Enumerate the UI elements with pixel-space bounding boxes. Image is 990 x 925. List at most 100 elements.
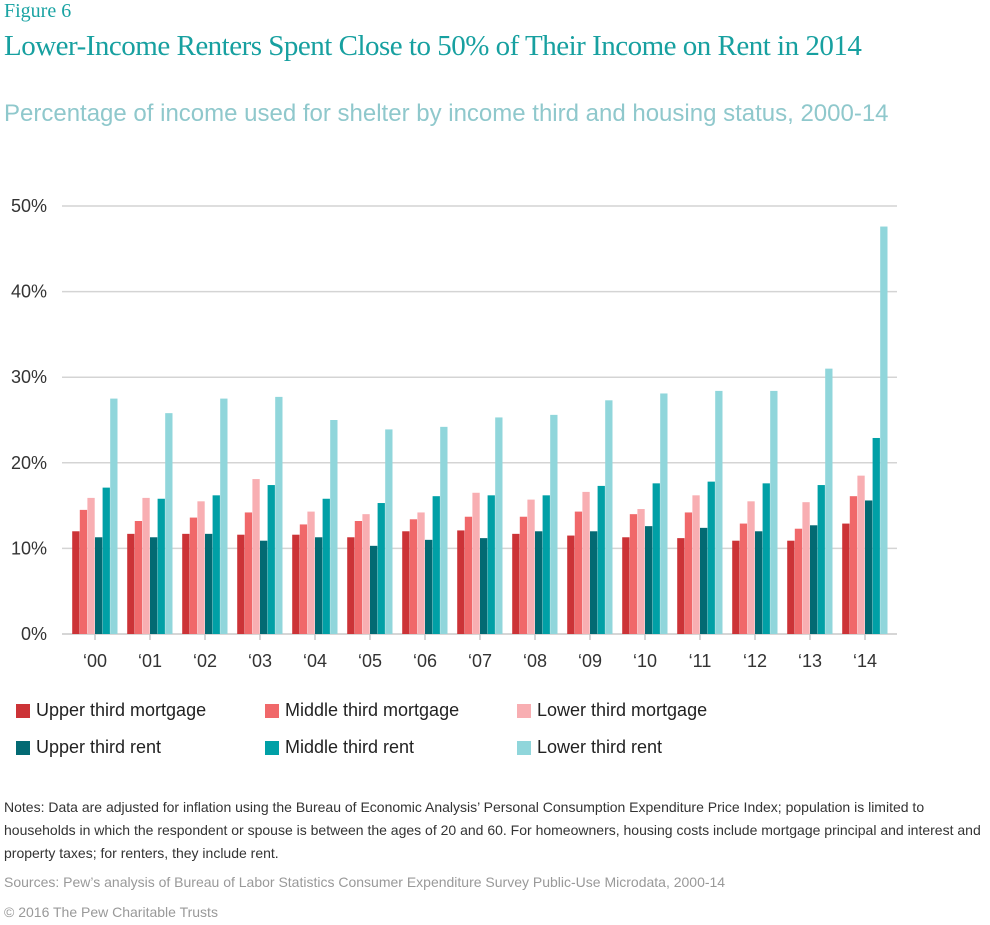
bar [692,495,700,634]
bar [95,537,103,634]
bar [825,368,833,634]
bar [417,512,425,634]
legend-item: Upper third mortgage [16,700,206,721]
bar [597,485,605,634]
x-tick-label: ‘11 [689,651,712,671]
bar [425,539,433,634]
bar [770,390,778,634]
x-tick-label: ‘01 [138,651,162,671]
y-tick-label: 0% [21,624,47,644]
legend-label: Middle third rent [285,737,415,757]
y-tick-label: 10% [11,538,47,558]
bar [354,521,363,634]
bar [550,414,558,634]
x-tick-label: ‘12 [743,651,767,671]
bar [519,516,528,634]
x-tick-label: ‘02 [193,651,217,671]
legend-item: Middle third rent [265,737,414,758]
y-tick-label: 30% [11,367,47,387]
bar [182,533,190,634]
bar [652,483,660,634]
bar [110,398,118,634]
bar [87,497,95,634]
bar [535,531,543,634]
bar [370,545,378,634]
bar [299,524,308,634]
bar [787,540,795,634]
x-tick-label: ‘09 [578,651,602,671]
copyright: © 2016 The Pew Charitable Trusts [4,904,218,920]
bar [432,496,440,634]
legend-item: Lower third mortgage [517,700,707,721]
legend-item: Upper third rent [16,737,161,758]
x-tick-label: ‘07 [468,651,492,671]
bar [677,538,685,634]
bar [857,475,865,634]
legend-swatch [16,703,30,718]
bar [567,535,575,634]
bar [205,533,213,634]
x-tick-label: ‘14 [853,651,877,671]
bar [700,527,708,634]
bar [762,483,770,634]
bar [810,525,818,634]
x-tick-label: ‘00 [83,651,107,671]
bar [872,437,880,634]
notes: Notes: Data are adjusted for inflation u… [4,799,981,861]
bar [527,499,535,634]
x-tick-label: ‘03 [248,651,272,671]
bar [802,502,810,634]
bar [464,516,473,634]
bar [322,498,330,634]
bar [72,531,80,634]
bar [684,512,693,634]
bar [487,495,495,634]
bars [72,226,888,634]
x-tick-label: ‘06 [413,651,437,671]
bar [707,481,715,634]
legend-swatch [517,740,531,755]
bar [495,417,503,634]
bar [582,491,590,634]
legend-label: Lower third rent [537,737,663,757]
x-tick-label: ‘08 [523,651,547,671]
bar [402,531,410,634]
legend-item: Middle third mortgage [265,700,459,721]
bar [817,485,825,634]
x-tick-label: ‘05 [358,651,382,671]
bar [440,426,448,634]
x-tick-label: ‘10 [633,651,657,671]
bar [157,498,165,634]
bar [739,523,748,634]
bar [142,497,150,634]
bar [747,501,755,634]
bar [102,487,110,634]
bar [307,511,315,634]
bar [629,514,638,634]
bar [189,517,198,634]
bar [244,512,253,634]
bar [315,537,323,634]
bar [512,533,520,634]
legend-swatch [517,703,531,718]
y-tick-label: 20% [11,453,47,473]
bar [362,514,370,634]
bar [377,503,385,634]
bar [409,519,418,634]
bar-chart: 0%10%20%30%40%50% ‘00 ‘01 ‘02 ‘03 ‘04 ‘05 ‘06 ‘… [11,196,897,671]
bar [880,226,888,634]
chart-title: Lower-Income Renters Spent Close to 50% … [4,30,862,62]
bar [220,398,228,634]
bar [457,530,465,634]
bar [645,526,653,634]
bar [347,537,355,634]
chart-subtitle: Percentage of income used for shelter by… [4,100,889,127]
bar [865,500,873,634]
figure-label: Figure 6 [4,0,72,22]
bar [605,400,613,634]
bar [590,531,598,634]
legend-label: Middle third mortgage [285,700,460,720]
bar [660,393,668,634]
bar [622,537,630,634]
bar [165,413,173,634]
